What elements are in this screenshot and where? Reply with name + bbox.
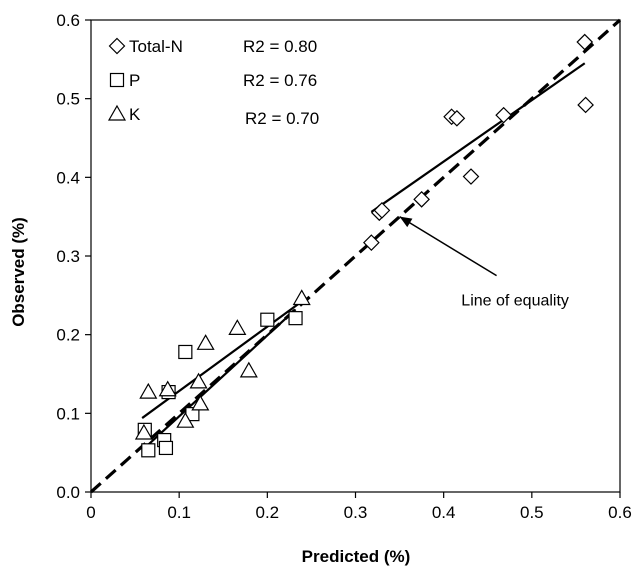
data-point-p <box>141 443 156 458</box>
data-point-total-n <box>373 202 391 219</box>
annotation-arrow-shaft <box>399 216 497 277</box>
r2-label-p: R2 = 0.76 <box>243 71 317 90</box>
y-tick-label: 0.2 <box>56 326 80 345</box>
data-point-p <box>288 311 303 326</box>
trendline-k <box>141 299 304 419</box>
trendline-total-n <box>370 62 586 213</box>
data-point-k <box>189 372 208 389</box>
legend-marker-k <box>107 104 127 121</box>
x-tick-label: 0 <box>86 503 95 522</box>
data-point-total-n <box>448 109 466 127</box>
data-point-p <box>260 312 275 327</box>
legend-label-total-n: Total-N <box>129 37 183 56</box>
data-point-total-n <box>363 234 380 251</box>
legend-marker-total-n <box>108 37 126 55</box>
legend-label-k: K <box>129 105 141 124</box>
x-axis-title: Predicted (%) <box>302 547 411 566</box>
equality-line <box>89 18 622 494</box>
data-point-p <box>178 344 193 360</box>
data-point-total-n <box>413 191 430 208</box>
y-tick-label: 0.3 <box>56 247 80 266</box>
trendline-layer <box>141 62 586 450</box>
data-point-k <box>292 289 311 306</box>
legend-marker-p <box>109 72 125 88</box>
y-tick-label: 0.4 <box>56 168 80 187</box>
data-point-k <box>176 411 195 428</box>
x-tick-label: 0.1 <box>167 503 191 522</box>
x-tick-label: 0.2 <box>256 503 280 522</box>
y-tick-label: 0.0 <box>56 483 80 502</box>
data-point-total-n <box>577 96 594 114</box>
data-point-k <box>191 394 210 411</box>
annotation-label: Line of equality <box>461 292 569 309</box>
r2-label-total-n: R2 = 0.80 <box>243 37 317 56</box>
data-point-k <box>134 423 153 440</box>
marker-layer <box>134 33 594 458</box>
data-point-k <box>158 380 177 397</box>
x-tick-label: 0.4 <box>432 503 456 522</box>
y-tick-label: 0.6 <box>56 11 80 30</box>
data-point-k <box>196 334 215 350</box>
data-point-total-n <box>576 33 594 51</box>
data-point-p <box>158 440 174 456</box>
r2-label-k: R2 = 0.70 <box>245 109 319 128</box>
equality-line-layer <box>89 18 622 494</box>
legend-label-p: P <box>129 71 140 90</box>
data-point-k <box>139 382 158 399</box>
legend: Total-N R2 = 0.80 P R2 = 0.76 K R2 = 0.70 <box>107 37 319 128</box>
y-tick-label: 0.1 <box>56 404 80 423</box>
annotation-arrow-head <box>399 216 413 228</box>
x-tick-label: 0.5 <box>520 503 544 522</box>
data-point-k <box>228 319 247 335</box>
y-tick-label: 0.5 <box>56 90 80 109</box>
y-axis-title: Observed (%) <box>9 217 28 327</box>
data-point-k <box>239 361 258 378</box>
axes-layer: 0 0.1 0.2 0.3 0.4 0.5 0.6 0.0 0.1 0.2 0.3 0.4 0.5 0.6 <box>56 11 631 522</box>
x-tick-label: 0.6 <box>608 503 632 522</box>
data-point-total-n <box>462 168 480 185</box>
annotation-layer: Line of equality <box>399 216 569 309</box>
x-tick-label: 0.3 <box>344 503 368 522</box>
data-point-total-n <box>495 106 512 124</box>
trendline-p <box>143 308 297 450</box>
